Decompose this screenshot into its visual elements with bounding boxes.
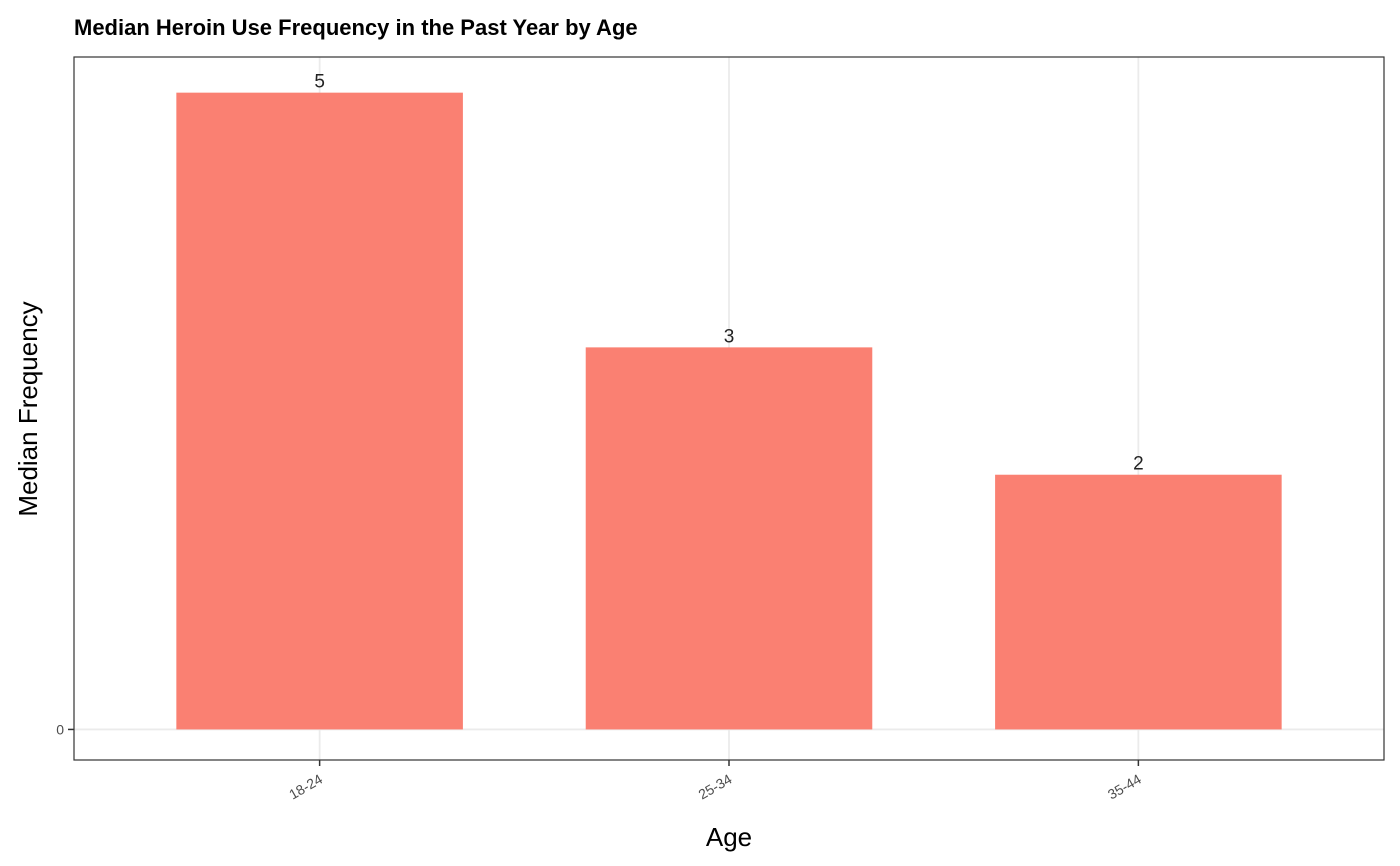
plot-panel: 5 3 2 [73, 56, 1385, 761]
bar-25-34 [585, 347, 873, 730]
data-label: 5 [314, 72, 325, 93]
data-label: 2 [1133, 454, 1144, 475]
x-axis-ticks: 18-24 25-34 35-44 [286, 760, 1144, 803]
bar-35-44 [995, 474, 1282, 730]
chart-title: Median Heroin Use Frequency in the Past … [74, 15, 638, 40]
y-axis-title: Median Frequency [13, 301, 43, 516]
bars [176, 92, 1282, 730]
x-tick-label: 18-24 [286, 771, 325, 803]
x-axis-title: Age [706, 822, 752, 852]
data-labels: 5 3 2 [314, 72, 1143, 475]
y-axis-ticks: 0 [56, 721, 74, 737]
x-tick-label: 35-44 [1105, 771, 1144, 803]
bar-18-24 [176, 92, 463, 730]
y-tick-label: 0 [56, 721, 64, 737]
data-label: 3 [724, 326, 735, 347]
x-tick-label: 25-34 [695, 771, 734, 803]
